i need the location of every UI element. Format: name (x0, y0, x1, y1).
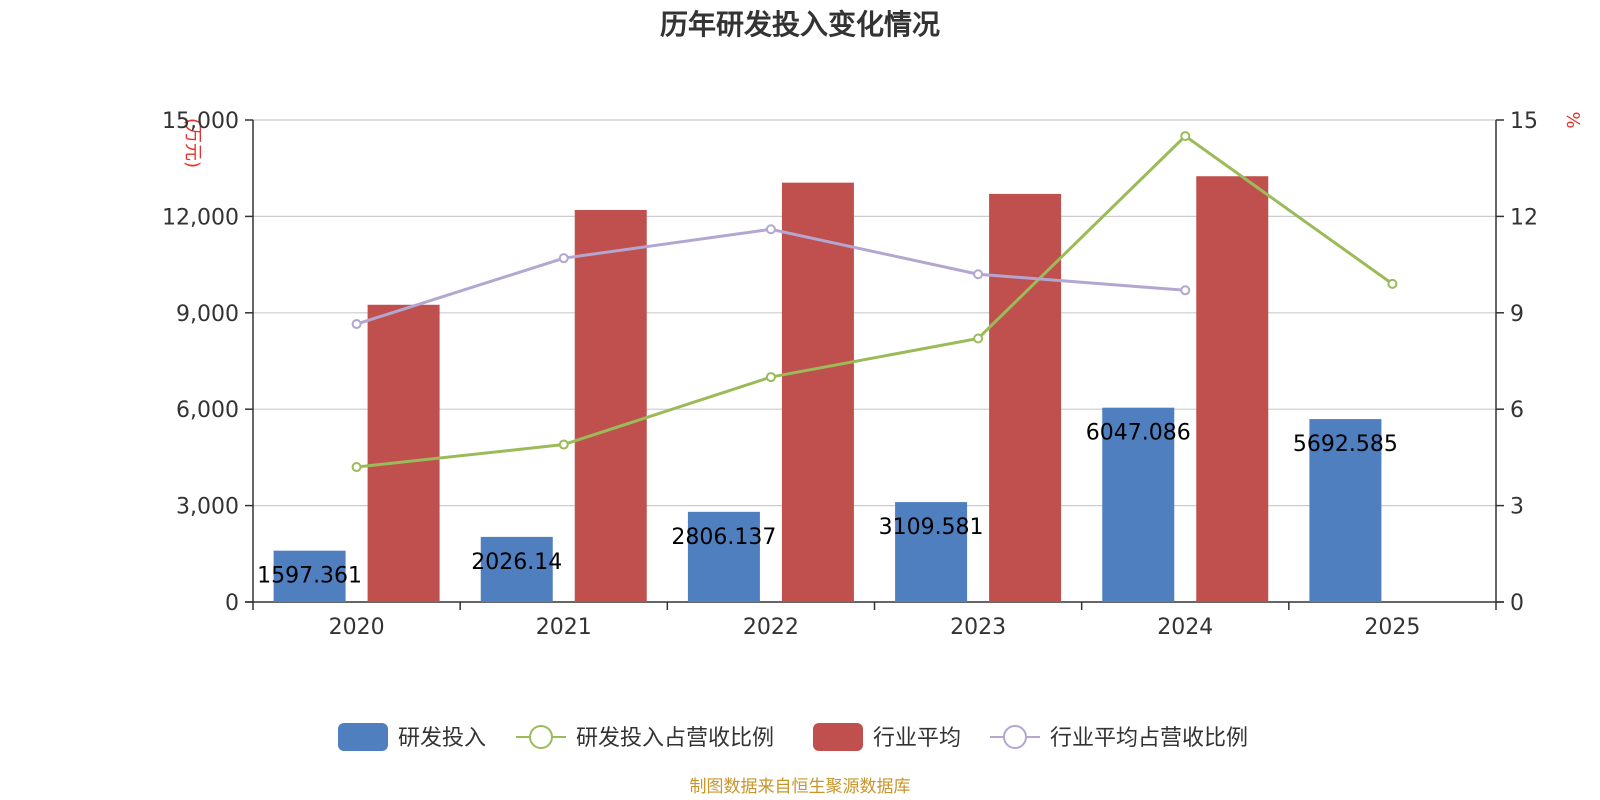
bar-industry-average (1196, 176, 1269, 602)
point-industry-ratio (558, 253, 569, 264)
bar-industry-average (367, 304, 440, 602)
point-industry-ratio (765, 224, 776, 235)
line-rd-ratio (356, 134, 1394, 469)
point-rd-ratio (1387, 278, 1398, 289)
bar-data-label: 2026.14 (471, 550, 562, 575)
y-right-tick-label: 3 (1510, 495, 1524, 520)
y-left-tick-label: 3,000 (176, 495, 239, 520)
legend-label: 研发投入占营收比例 (576, 726, 774, 751)
data-source-note: 制图数据来自恒生聚源数据库 (690, 777, 911, 797)
bar-data-label: 1597.361 (257, 564, 362, 589)
point-rd-ratio (973, 333, 984, 344)
y-right-tick-label: 15 (1510, 109, 1538, 134)
bar-rd-investment (273, 550, 346, 602)
legend: 研发投入 研发投入占营收比例 行业平均 行业平均占营收比例 (338, 723, 1248, 751)
point-rd-ratio (558, 439, 569, 450)
bar-rd-investment (895, 502, 968, 602)
bars (273, 176, 1382, 602)
y-left-tick-label: 9,000 (176, 302, 239, 327)
bar-data-label: 5692.585 (1293, 432, 1398, 457)
y-left-unit-label: (万元) (182, 118, 203, 168)
y-left-tick-label: 6,000 (176, 398, 239, 423)
bar-rd-investment (480, 536, 553, 602)
y-right-tick-label: 6 (1510, 398, 1524, 423)
bar-rd-investment (687, 511, 760, 602)
x-tick-label: 2022 (743, 615, 799, 640)
legend-label: 行业平均占营收比例 (1050, 726, 1248, 751)
legend-swatch (338, 723, 388, 751)
lines (351, 131, 1398, 473)
x-tick-label: 2020 (329, 615, 385, 640)
y-left-tick-label: 15,000 (162, 109, 239, 134)
legend-item: 行业平均占营收比例 (990, 725, 1248, 751)
y-left-tick-label: 12,000 (162, 205, 239, 230)
legend-label: 行业平均 (873, 726, 961, 751)
x-tick-label: 2021 (536, 615, 592, 640)
y-right-unit-label: % (1562, 111, 1583, 128)
x-tick-label: 2024 (1157, 615, 1213, 640)
bar-industry-average (989, 193, 1062, 602)
y-right-tick-label: 12 (1510, 205, 1538, 230)
x-tick-label: 2025 (1364, 615, 1420, 640)
legend-swatch (813, 723, 863, 751)
axes: 0 3,000 6,000 9,000 12,000 15,000 0 3 6 9 12 15 2020… (162, 109, 1538, 640)
legend-marker (1003, 725, 1027, 749)
x-tick-label: 2023 (950, 615, 1006, 640)
chart-title: 历年研发投入变化情况 (660, 8, 940, 41)
grid-lines (253, 119, 1496, 507)
legend-label: 研发投入 (398, 726, 486, 751)
data-labels: 1597.361 2026.14 2806.137 3109.581 6047.086 5… (257, 421, 1398, 589)
legend-item: 行业平均 (813, 723, 961, 751)
bar-data-label: 3109.581 (879, 515, 984, 540)
bar-industry-average (781, 182, 854, 602)
point-industry-ratio (973, 269, 984, 280)
bar-rd-investment (1309, 419, 1382, 602)
point-rd-ratio (765, 372, 776, 383)
bar-data-label: 2806.137 (671, 525, 776, 550)
legend-item: 研发投入占营收比例 (516, 725, 774, 751)
point-rd-ratio (1180, 131, 1191, 142)
legend-item: 研发投入 (338, 723, 486, 751)
bar-rd-investment (1102, 407, 1175, 602)
y-right-tick-label: 9 (1510, 302, 1524, 327)
point-industry-ratio (1180, 285, 1191, 296)
y-right-tick-label: 0 (1510, 591, 1524, 616)
bar-data-label: 6047.086 (1086, 421, 1191, 446)
point-rd-ratio (351, 462, 362, 473)
point-industry-ratio (351, 319, 362, 330)
y-left-tick-label: 0 (225, 591, 239, 616)
bar-industry-average (574, 209, 647, 602)
legend-marker (529, 725, 553, 749)
